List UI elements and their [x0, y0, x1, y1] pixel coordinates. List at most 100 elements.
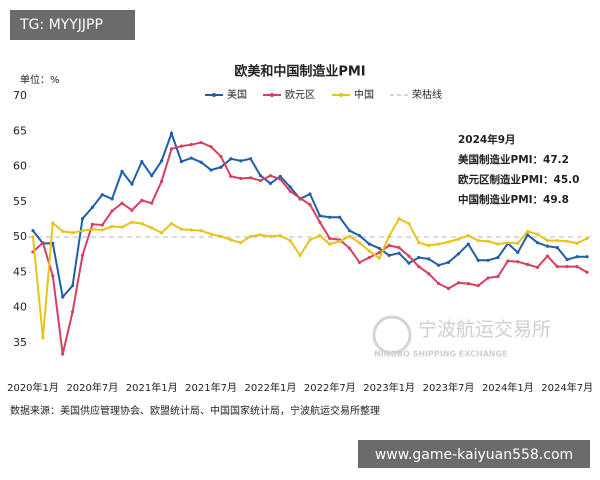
- point: [476, 238, 480, 243]
- point: [288, 185, 292, 189]
- point: [367, 249, 371, 253]
- point: [387, 243, 391, 248]
- point: [437, 263, 441, 267]
- point: [545, 244, 550, 248]
- point: [120, 201, 124, 205]
- point: [51, 221, 55, 225]
- x-tick-label: 2024年7月: [541, 381, 593, 394]
- point: [278, 177, 282, 181]
- point: [387, 234, 391, 238]
- point: [318, 220, 322, 224]
- point: [199, 140, 203, 145]
- logo-name: 宁波航运交易所: [418, 319, 551, 341]
- point: [437, 281, 441, 286]
- point: [130, 208, 134, 212]
- point: [41, 241, 45, 245]
- point: [446, 260, 451, 265]
- point: [229, 238, 233, 242]
- point: [417, 255, 421, 260]
- point: [160, 231, 164, 235]
- point: [338, 239, 342, 243]
- point: [516, 241, 520, 245]
- point: [407, 222, 411, 226]
- logo-icon: [372, 315, 412, 355]
- watermark: TG: MYYJJPP: [19, 17, 103, 33]
- annotation: 欧元区制造业PMI：45.0: [458, 173, 579, 186]
- point: [110, 209, 114, 213]
- point: [140, 198, 144, 202]
- point: [486, 239, 490, 243]
- point: [31, 235, 35, 239]
- point: [486, 276, 490, 280]
- point: [179, 144, 183, 148]
- x-tick-label: 2023年7月: [423, 381, 475, 394]
- point: [466, 234, 470, 238]
- point: [239, 159, 243, 163]
- point: [456, 237, 460, 241]
- point: [377, 250, 381, 255]
- point: [456, 252, 460, 256]
- point: [427, 243, 431, 248]
- point: [535, 232, 540, 236]
- point: [318, 214, 322, 218]
- x-tick-label: 2020年1月: [7, 381, 59, 394]
- annotation: 美国制造业PMI：47.2: [458, 153, 569, 166]
- point: [545, 254, 550, 258]
- point: [308, 238, 312, 242]
- point: [199, 160, 203, 164]
- point: [169, 147, 174, 151]
- point: [347, 246, 352, 250]
- point: [258, 179, 263, 183]
- point: [120, 225, 124, 229]
- point: [575, 255, 579, 259]
- point: [219, 234, 223, 238]
- point: [100, 228, 104, 232]
- watermark-box: [10, 10, 135, 40]
- annotation: 2024年9月: [458, 133, 516, 146]
- source: 数据来源：美国供应管理协会、欧盟统计局、中国国家统计局，宁波航运交易所整理: [10, 404, 380, 417]
- point: [555, 246, 559, 250]
- point: [130, 220, 134, 224]
- point: [80, 217, 85, 221]
- point: [347, 229, 352, 233]
- legend-swatch: [212, 93, 216, 97]
- point: [209, 145, 213, 149]
- point: [239, 176, 243, 181]
- point: [249, 157, 253, 161]
- point: [229, 174, 233, 178]
- y-tick-label: 60: [13, 160, 27, 173]
- point: [437, 242, 441, 246]
- point: [328, 215, 332, 219]
- y-tick-label: 55: [13, 195, 27, 208]
- point: [496, 274, 500, 279]
- point: [367, 255, 371, 260]
- point: [575, 241, 579, 245]
- point: [407, 254, 411, 258]
- chart-title: 欧美和中国制造业PMI: [234, 64, 365, 80]
- point: [268, 234, 273, 238]
- point: [565, 257, 569, 262]
- point: [357, 234, 362, 238]
- point: [456, 281, 460, 285]
- logo: 宁波航运交易所 NINGBO SHIPPING EXCHANGE: [372, 315, 551, 359]
- point: [61, 229, 65, 233]
- point: [80, 253, 85, 257]
- x-tick-label: 2024年1月: [482, 381, 534, 394]
- point: [427, 272, 431, 276]
- point: [387, 253, 391, 257]
- point: [90, 227, 94, 231]
- unit-label: 单位：%: [20, 73, 60, 86]
- point: [506, 259, 510, 263]
- point: [100, 223, 104, 227]
- point: [189, 143, 193, 147]
- point: [308, 192, 312, 196]
- watermark-box: [358, 440, 590, 468]
- y-tick-label: 35: [13, 336, 27, 349]
- point: [150, 201, 154, 205]
- point: [555, 265, 559, 269]
- point: [318, 234, 322, 238]
- point: [209, 232, 213, 236]
- point: [120, 169, 124, 174]
- point: [61, 295, 65, 299]
- point: [476, 258, 480, 262]
